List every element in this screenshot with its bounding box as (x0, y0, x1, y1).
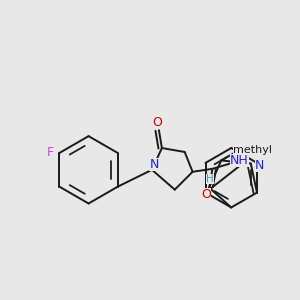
Text: N: N (255, 159, 264, 172)
Text: O: O (152, 116, 162, 129)
Text: N: N (149, 158, 159, 171)
Text: F: F (47, 146, 54, 160)
Text: O: O (202, 188, 212, 201)
Text: NH: NH (230, 154, 248, 167)
Text: H: H (206, 174, 214, 184)
Text: methyl: methyl (232, 145, 272, 154)
